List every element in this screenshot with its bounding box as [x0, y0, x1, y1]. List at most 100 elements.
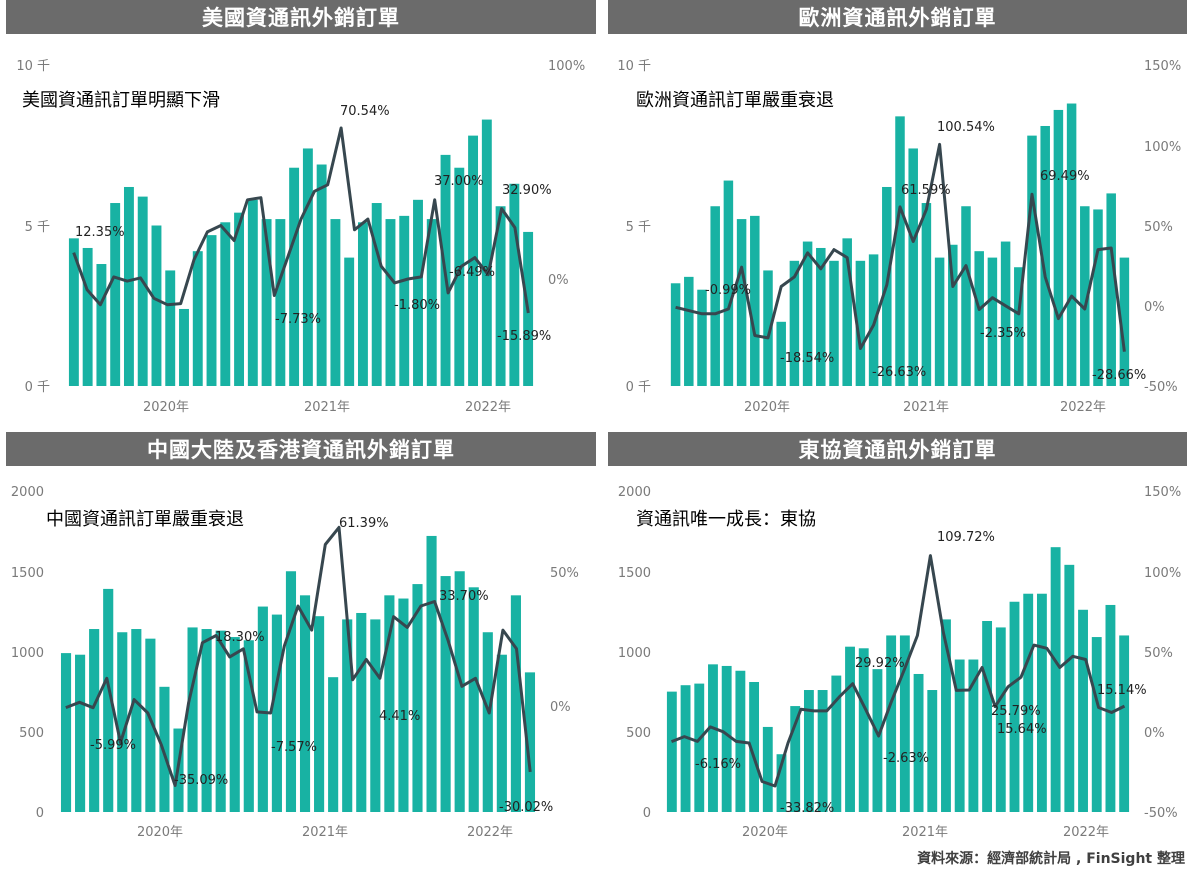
bar — [817, 690, 828, 812]
data-label: 61.59% — [901, 183, 951, 198]
bar — [831, 675, 842, 812]
bar — [60, 653, 72, 812]
y-tick-left: 500 — [626, 726, 651, 741]
bar — [468, 135, 479, 386]
bar — [1053, 109, 1064, 386]
bar — [179, 308, 189, 386]
data-label: -35.09% — [174, 773, 228, 788]
bar — [496, 654, 507, 812]
bar — [721, 665, 732, 812]
bar — [495, 206, 506, 386]
data-label: -15.89% — [497, 329, 551, 344]
bar — [299, 595, 311, 812]
x-tick-label: 2021年 — [304, 400, 350, 415]
bar — [413, 199, 423, 386]
bar — [921, 203, 932, 386]
bar — [995, 627, 1006, 812]
y-tick-right: 50% — [1144, 220, 1173, 235]
chart-panel-asean: 東協資通訊外銷訂單 資通訊唯一成長：東協 0 500 1000 1500 2000 -50%… — [598, 432, 1193, 842]
bar — [1093, 209, 1103, 386]
chart-panel-us: 美國資通訊外銷訂單 美國資通訊訂單明顯下滑 0 千 5 千 10 千 0% 100% 12.… — [0, 0, 596, 430]
bar — [257, 606, 268, 812]
bar — [302, 148, 313, 386]
bar — [736, 219, 747, 386]
bar — [285, 571, 297, 812]
chart-svg: 歐洲資通訊訂單嚴重衰退 0 千 5 千 10 千 -50% 0% 50% 100% 150% -0… — [617, 59, 1181, 415]
y-tick-left: 0 — [36, 806, 44, 821]
y-tick-left: 5 千 — [25, 220, 50, 235]
bar — [468, 587, 479, 812]
chart-subtitle: 資通訊唯一成長：東協 — [636, 509, 816, 530]
line-series — [675, 142, 1126, 352]
x-tick-label: 2022年 — [467, 825, 513, 840]
bar — [723, 180, 734, 386]
bar — [220, 222, 231, 386]
bar — [370, 619, 381, 812]
y-tick-left: 5 千 — [626, 220, 651, 235]
y-tick-left: 1000 — [618, 646, 651, 661]
bar — [82, 247, 93, 386]
bar — [1027, 135, 1037, 386]
y-tick-left: 10 千 — [617, 59, 651, 74]
bar — [510, 595, 521, 812]
bar — [776, 754, 787, 812]
x-tick-label: 2022年 — [465, 400, 511, 415]
chart-panel-china: 中國大陸及香港資通訊外銷訂單 中國資通訊訂單嚴重衰退 0 500 1000 1500 20… — [0, 432, 596, 842]
bar — [243, 640, 254, 812]
data-label: 109.72% — [937, 530, 995, 545]
bar — [1066, 103, 1077, 387]
bar — [1078, 609, 1088, 812]
bar — [314, 616, 325, 812]
bar — [187, 627, 198, 812]
data-label: 18.30% — [215, 630, 265, 645]
y-tick-left: 2000 — [618, 485, 651, 500]
bar — [855, 260, 866, 386]
bar — [215, 630, 226, 812]
y-tick-right: 0% — [1144, 300, 1165, 315]
bar — [412, 584, 423, 812]
chart-title: 歐洲資通訊外銷訂單 — [608, 0, 1187, 34]
bar — [206, 235, 217, 386]
bar — [123, 186, 134, 386]
bar — [845, 646, 855, 812]
x-tick-label: 2022年 — [1063, 825, 1109, 840]
chart-panel-europe: 歐洲資通訊外銷訂單 歐洲資通訊訂單嚴重衰退 0 千 5 千 10 千 -50% 0% 50%… — [598, 0, 1193, 430]
chart-title: 中國大陸及香港資通訊外銷訂單 — [6, 432, 596, 466]
chart-title: 美國資通訊外銷訂單 — [6, 0, 596, 34]
bar — [1050, 547, 1061, 812]
chart-svg: 美國資通訊訂單明顯下滑 0 千 5 千 10 千 0% 100% 12.35% 70.54% 3… — [16, 59, 585, 415]
bar — [694, 683, 705, 812]
bar — [872, 669, 883, 812]
data-label: -6.16% — [695, 757, 741, 772]
data-label: 29.92% — [855, 656, 905, 671]
bar — [145, 638, 156, 812]
bar — [96, 264, 107, 386]
y-tick-right: 100% — [1144, 566, 1181, 581]
y-tick-right: 100% — [1144, 140, 1181, 155]
x-tick-label: 2021年 — [302, 825, 348, 840]
y-tick-right: 50% — [1144, 646, 1173, 661]
bar — [275, 219, 286, 386]
data-label: -2.35% — [980, 326, 1026, 341]
bar — [802, 241, 813, 386]
y-tick-left: 1500 — [11, 566, 44, 581]
bar — [247, 199, 258, 386]
y-tick-right: -50% — [1144, 806, 1178, 821]
y-tick-right: 150% — [1144, 485, 1181, 500]
data-label: 15.64% — [997, 722, 1047, 737]
data-label: -7.73% — [275, 312, 321, 327]
data-label: 12.35% — [75, 225, 125, 240]
y-tick-left: 1500 — [618, 566, 651, 581]
bar — [165, 270, 176, 386]
bar — [68, 238, 79, 386]
bar — [1023, 593, 1034, 812]
bar — [886, 635, 897, 812]
bar — [1119, 257, 1130, 386]
bar — [762, 726, 773, 812]
bar — [131, 629, 142, 812]
bar — [356, 612, 367, 812]
data-label: -0.99% — [705, 283, 751, 298]
chart-subtitle: 歐洲資通訊訂單嚴重衰退 — [636, 90, 834, 111]
bar — [103, 588, 114, 812]
data-label: -2.63% — [883, 751, 929, 766]
